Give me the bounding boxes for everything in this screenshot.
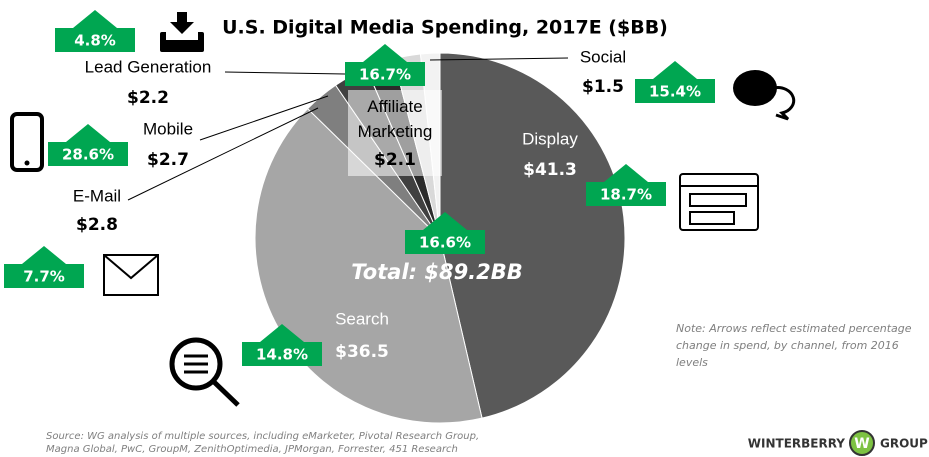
logo-mark: W	[854, 436, 869, 452]
leader-lines	[127, 57, 569, 201]
value-label: $1.5	[582, 77, 624, 97]
change-label: 4.8%	[74, 32, 116, 50]
category-label: Display	[522, 129, 578, 148]
pie-slice	[439, 52, 626, 419]
change-arrow	[48, 124, 128, 166]
category-label: Lead Generation	[85, 57, 212, 76]
value-label: $36.5	[335, 342, 389, 362]
note: Note: Arrows reflect estimated percentag…	[676, 322, 912, 369]
change-arrow	[345, 44, 425, 86]
change-arrow	[586, 164, 666, 206]
total-label: Total: $89.2BB	[351, 260, 523, 284]
category-label: E-Mail	[73, 186, 121, 205]
chart-title: U.S. Digital Media Spending, 2017E ($BB)	[222, 17, 668, 39]
change-arrow	[55, 10, 135, 52]
value-label: $2.2	[127, 88, 169, 108]
logo-right: GROUP	[880, 437, 928, 451]
change-label: 14.8%	[256, 346, 308, 364]
browser-icon	[679, 173, 759, 231]
change-arrow	[635, 61, 715, 103]
logo-circle	[849, 430, 875, 456]
value-label: $2.1	[374, 150, 416, 170]
category-label: Affiliate Marketing	[357, 97, 433, 141]
change-arrow	[4, 246, 84, 288]
value-label: $2.7	[147, 150, 189, 170]
change-label: 16.6%	[419, 234, 471, 252]
source: Source: WG analysis of multiple sources,…	[46, 431, 480, 455]
change-label: 16.7%	[359, 66, 411, 84]
change-label: 18.7%	[600, 186, 652, 204]
value-label: $2.8	[76, 215, 118, 235]
value-label: $41.3	[523, 160, 577, 180]
mail-icon	[103, 254, 159, 296]
change-arrow	[405, 212, 485, 254]
category-label: Search	[335, 309, 389, 328]
change-arrow	[242, 324, 322, 366]
category-label-box: Affiliate Marketing	[357, 97, 433, 141]
label-box	[348, 90, 442, 176]
download-icon	[160, 12, 204, 52]
search-icon	[169, 337, 240, 407]
change-label: 28.6%	[62, 146, 114, 164]
category-label: Social	[580, 47, 626, 66]
logo-left: WINTERBERRY	[748, 437, 846, 451]
category-label: Mobile	[143, 119, 193, 138]
phone-icon	[10, 112, 44, 172]
change-label: 15.4%	[649, 83, 701, 101]
social-icon	[733, 70, 796, 121]
change-label: 7.7%	[23, 268, 65, 286]
